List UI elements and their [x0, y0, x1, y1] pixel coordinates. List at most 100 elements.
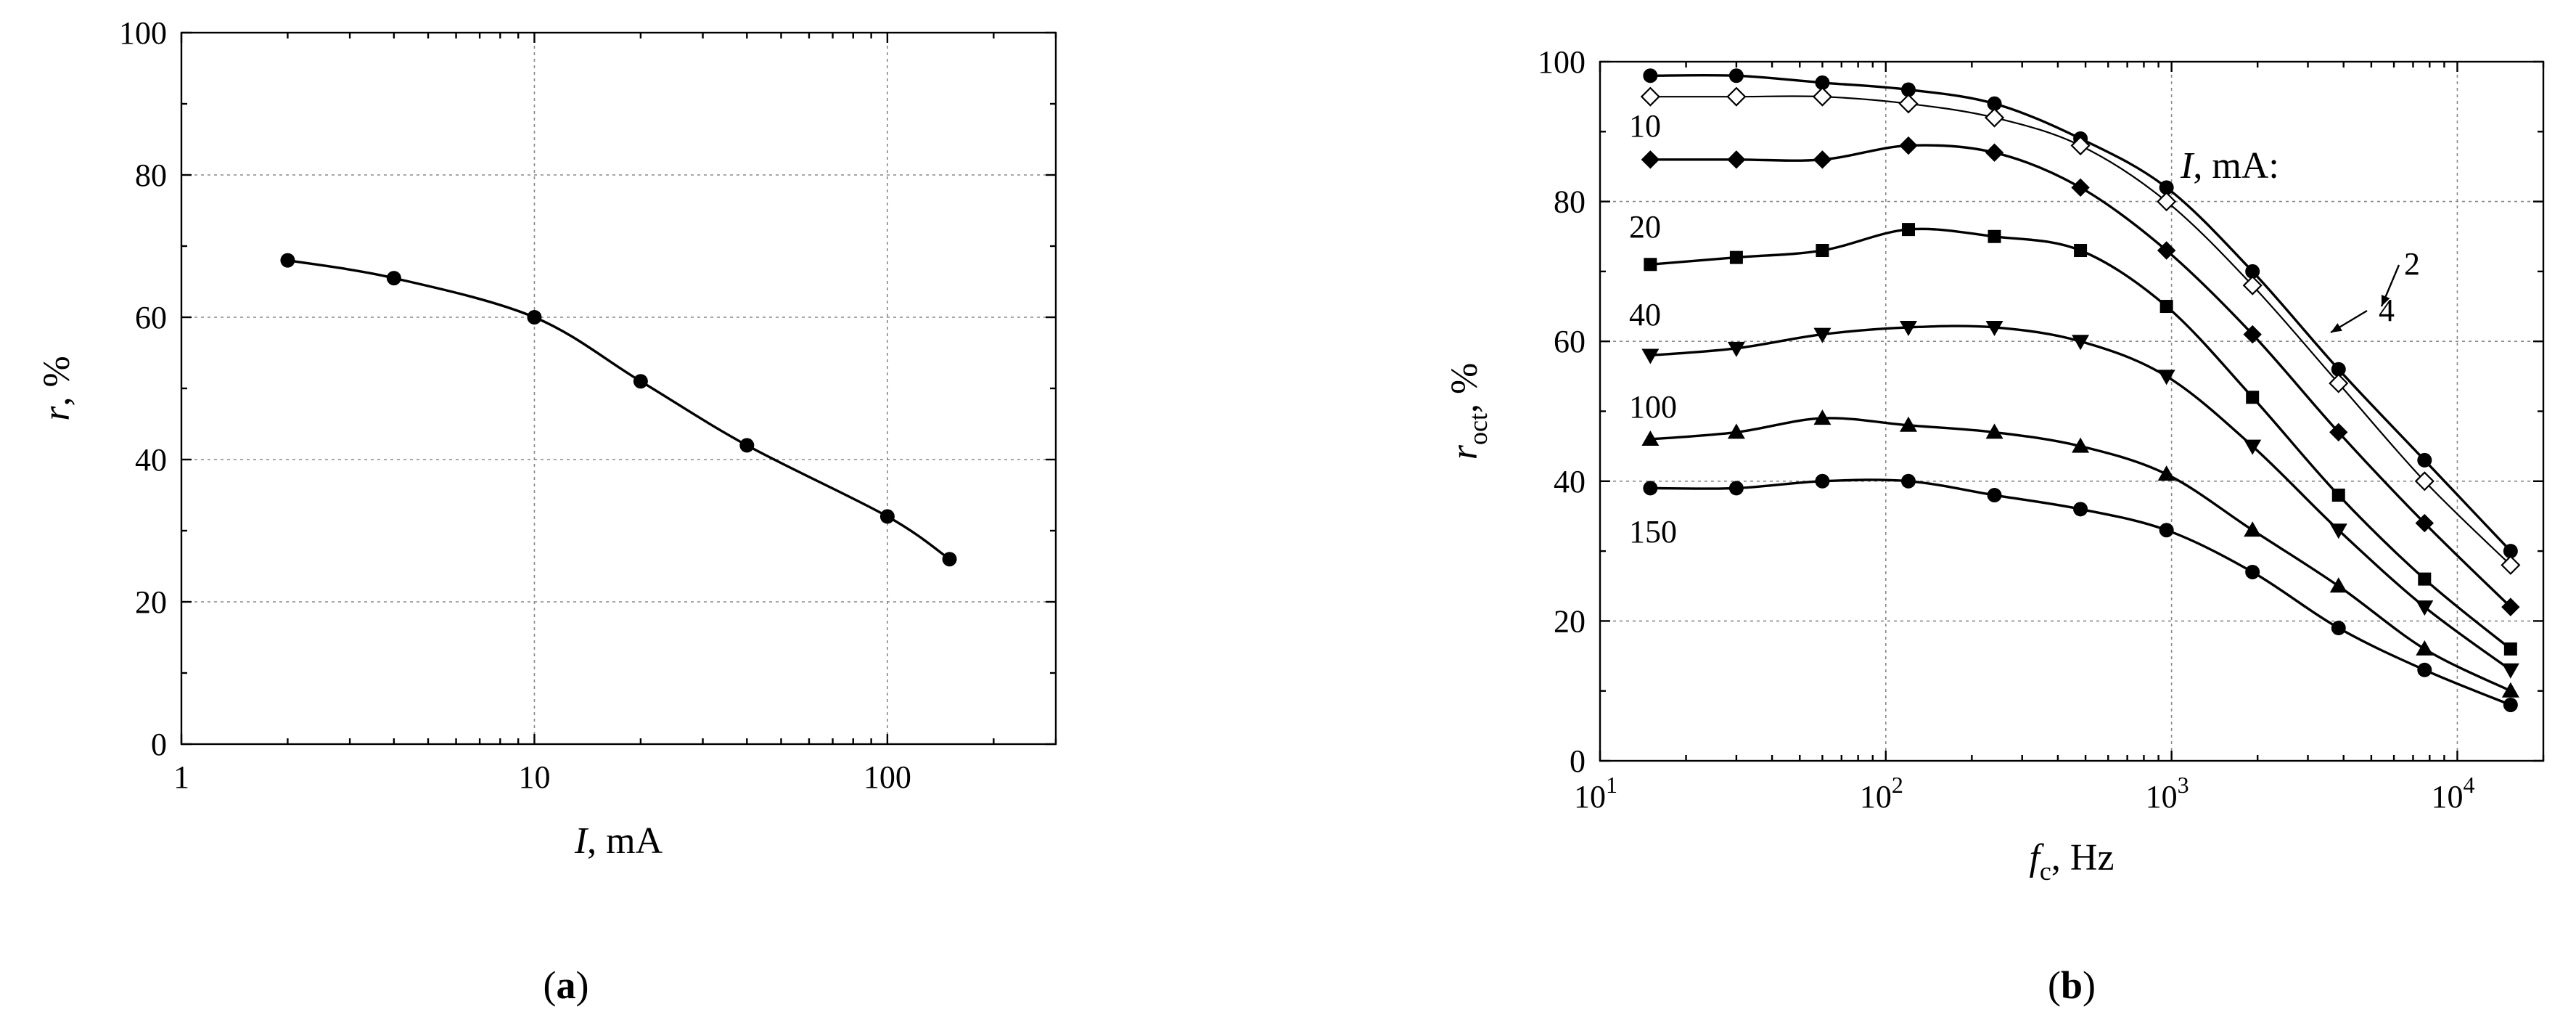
- data-point: [2331, 362, 2346, 377]
- plot-frame: [180, 31, 1057, 746]
- data-point: [1899, 416, 1917, 432]
- panel-label: (a): [543, 963, 589, 1007]
- series-100: 100: [1629, 389, 2519, 698]
- data-point: [1640, 86, 1660, 107]
- series-0: [280, 253, 957, 567]
- data-point: [1644, 258, 1657, 272]
- panel-letter: a: [557, 963, 576, 1007]
- data-point: [1899, 320, 1917, 336]
- data-point: [1726, 86, 1747, 107]
- data-point: [1984, 107, 2005, 128]
- data-point: [1641, 150, 1660, 169]
- data-point: [2329, 423, 2348, 442]
- data-point: [2244, 439, 2262, 455]
- curve-label: 150: [1629, 514, 1677, 550]
- x-tick-label: 1: [173, 759, 189, 795]
- data-point: [879, 509, 895, 524]
- data-point: [1729, 250, 1743, 264]
- data-point: [633, 374, 648, 389]
- y-tick-label: 80: [1554, 184, 1586, 220]
- data-point: [2159, 523, 2174, 538]
- y-tick-label: 80: [135, 158, 167, 193]
- data-point: [1900, 473, 1916, 489]
- x-tick-label: 103: [2146, 772, 2189, 815]
- data-point: [2245, 564, 2260, 579]
- data-point: [2072, 335, 2090, 351]
- series-4: 4: [1640, 86, 2521, 575]
- panel-paren-open: (: [543, 963, 557, 1007]
- plot-frame: [1599, 60, 2545, 762]
- data-point: [2501, 597, 2520, 616]
- y-tick-label: 0: [151, 727, 167, 762]
- data-point: [2414, 471, 2435, 491]
- data-point: [2503, 642, 2517, 656]
- data-point: [2070, 136, 2091, 156]
- data-point: [2501, 555, 2521, 575]
- data-point: [2074, 244, 2088, 258]
- data-point: [1815, 473, 1830, 489]
- data-point: [386, 271, 401, 286]
- y-axis-unit: , %: [36, 356, 78, 406]
- y-tick-label: 20: [135, 584, 167, 620]
- data-point: [2159, 180, 2174, 195]
- data-point: [1728, 68, 1744, 83]
- panel-letter: b: [2061, 963, 2083, 1007]
- y-axis-symbol: r: [1444, 444, 1485, 460]
- x-tick-label: 104: [2431, 772, 2474, 815]
- data-point: [1985, 423, 2003, 439]
- curve-label: 40: [1629, 297, 1661, 332]
- x-tick-label: 100: [864, 759, 911, 795]
- data-point: [2503, 697, 2518, 712]
- data-point: [1813, 327, 1831, 343]
- series-40: 40: [1629, 297, 2519, 679]
- series-line: [1650, 417, 2511, 693]
- data-point: [2159, 300, 2173, 314]
- y-tick-label: 20: [1554, 603, 1586, 639]
- data-point: [2329, 523, 2347, 539]
- data-point: [2331, 489, 2345, 502]
- data-point: [1900, 82, 1916, 97]
- chart-panel-a: 0 20 40 60 80 100 1 10 100 I, mA r, % (a): [36, 15, 1057, 1007]
- data-point: [1898, 94, 1919, 114]
- y-axis-symbol: r: [36, 406, 78, 421]
- y-tick-label: 0: [1570, 743, 1586, 779]
- data-point: [1987, 96, 2002, 111]
- x-tick-exponent: 1: [1606, 772, 1617, 798]
- data-point: [2071, 178, 2090, 197]
- data-point: [2157, 241, 2176, 260]
- y-tick-label: 40: [135, 442, 167, 478]
- y-tick-label: 40: [1554, 464, 1586, 499]
- data-point: [1813, 409, 1831, 425]
- x-tick-label: 102: [1860, 772, 1903, 815]
- x-axis-label: I, mA: [574, 820, 663, 862]
- arrowhead: [2381, 295, 2390, 306]
- arrowhead: [2331, 323, 2342, 332]
- x-tick-exponent: 2: [1892, 772, 1903, 798]
- y-tick-label: 100: [1538, 44, 1586, 80]
- data-point: [2418, 572, 2432, 586]
- data-point: [1987, 488, 2002, 503]
- x-tick-base: 10: [1574, 779, 1606, 815]
- data-point: [2245, 264, 2260, 279]
- data-point: [2072, 437, 2090, 453]
- data-point: [2157, 192, 2177, 212]
- y-tick-label: 60: [135, 300, 167, 335]
- data-point: [739, 438, 755, 453]
- series-line: [287, 258, 951, 560]
- data-point: [1727, 150, 1746, 169]
- data-point: [527, 310, 542, 325]
- data-point: [2417, 452, 2432, 468]
- x-axis-label: fc, Hz: [2029, 837, 2114, 886]
- data-point: [1727, 423, 1745, 439]
- x-axis-unit: , mA: [587, 820, 663, 862]
- curve-label: 10: [1629, 108, 1661, 144]
- legend-title: I, mA:: [2180, 145, 2279, 187]
- data-point: [942, 552, 957, 567]
- data-point: [2243, 325, 2262, 344]
- panel-paren-close: ): [576, 963, 589, 1007]
- y-axis-subscript: oct: [1464, 413, 1493, 445]
- x-axis-subscript: c: [2040, 857, 2051, 886]
- y-tick-label: 100: [119, 15, 167, 51]
